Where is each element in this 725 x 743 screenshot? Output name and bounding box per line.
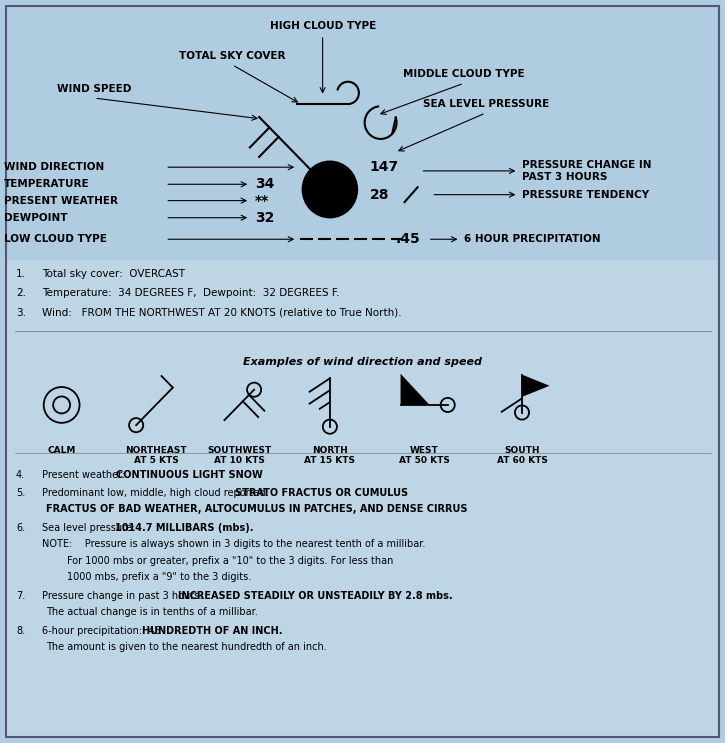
Text: WIND SPEED: WIND SPEED (57, 84, 131, 94)
Text: DEWPOINT: DEWPOINT (4, 212, 67, 223)
Text: INCREASED STEADILY OR UNSTEADILY BY 2.8 mbs.: INCREASED STEADILY OR UNSTEADILY BY 2.8 … (178, 591, 453, 600)
Text: PRESSURE TENDENCY: PRESSURE TENDENCY (522, 189, 649, 200)
Text: NORTH
AT 15 KTS: NORTH AT 15 KTS (304, 446, 355, 465)
Text: 6-hour precipitation:  45: 6-hour precipitation: 45 (42, 626, 161, 635)
Text: 6.: 6. (16, 523, 25, 533)
Text: 7.: 7. (16, 591, 25, 600)
Text: 4.: 4. (16, 470, 25, 479)
Text: NOTE:    Pressure is always shown in 3 digits to the nearest tenth of a millibar: NOTE: Pressure is always shown in 3 digi… (42, 539, 426, 549)
Text: 1.: 1. (16, 269, 26, 279)
Text: For 1000 mbs or greater, prefix a "10" to the 3 digits. For less than: For 1000 mbs or greater, prefix a "10" t… (67, 556, 394, 565)
FancyBboxPatch shape (7, 260, 718, 736)
Text: Examples of wind direction and speed: Examples of wind direction and speed (243, 357, 482, 366)
Text: TOTAL SKY COVER: TOTAL SKY COVER (179, 51, 285, 61)
Text: NORTHEAST
AT 5 KTS: NORTHEAST AT 5 KTS (125, 446, 187, 465)
Text: PRESENT WEATHER: PRESENT WEATHER (4, 195, 117, 206)
Text: .45: .45 (395, 233, 420, 246)
Text: 3.: 3. (16, 308, 26, 317)
Text: 32: 32 (255, 211, 275, 224)
Text: LOW CLOUD TYPE: LOW CLOUD TYPE (4, 234, 107, 244)
Text: Temperature:  34 DEGREES F,  Dewpoint:  32 DEGREES F.: Temperature: 34 DEGREES F, Dewpoint: 32 … (42, 288, 339, 298)
Text: 1000 mbs, prefix a "9" to the 3 digits.: 1000 mbs, prefix a "9" to the 3 digits. (67, 572, 252, 582)
Text: CALM: CALM (47, 446, 76, 455)
Text: 2.: 2. (16, 288, 26, 298)
Text: 1014.7 MILLIBARS (mbs).: 1014.7 MILLIBARS (mbs). (115, 523, 253, 533)
Text: Total sky cover:  OVERCAST: Total sky cover: OVERCAST (42, 269, 185, 279)
Text: 6 HOUR PRECIPITATION: 6 HOUR PRECIPITATION (464, 234, 600, 244)
Text: HIGH CLOUD TYPE: HIGH CLOUD TYPE (270, 21, 376, 31)
Text: **: ** (255, 194, 270, 207)
Text: 147: 147 (370, 160, 399, 174)
Text: CONTINUOUS LIGHT SNOW: CONTINUOUS LIGHT SNOW (116, 470, 262, 479)
Text: PRESSURE CHANGE IN
PAST 3 HOURS: PRESSURE CHANGE IN PAST 3 HOURS (522, 160, 652, 182)
Circle shape (302, 161, 357, 218)
Text: Predominant low, middle, high cloud reported:: Predominant low, middle, high cloud repo… (42, 488, 276, 498)
Text: Pressure change in past 3 hours:: Pressure change in past 3 hours: (42, 591, 206, 600)
Polygon shape (400, 374, 429, 405)
Text: SOUTH
AT 60 KTS: SOUTH AT 60 KTS (497, 446, 547, 465)
Text: The amount is given to the nearest hundredth of an inch.: The amount is given to the nearest hundr… (46, 642, 327, 652)
Text: 8.: 8. (16, 626, 25, 635)
Text: 28: 28 (370, 188, 389, 201)
Text: Wind:   FROM THE NORTHWEST AT 20 KNOTS (relative to True North).: Wind: FROM THE NORTHWEST AT 20 KNOTS (re… (42, 308, 402, 317)
Text: Sea level pressure:: Sea level pressure: (42, 523, 141, 533)
Text: Present weather:: Present weather: (42, 470, 131, 479)
Text: WIND DIRECTION: WIND DIRECTION (4, 162, 104, 172)
Text: FRACTUS OF BAD WEATHER, ALTOCUMULUS IN PATCHES, AND DENSE CIRRUS: FRACTUS OF BAD WEATHER, ALTOCUMULUS IN P… (46, 504, 468, 514)
Text: STRATO FRACTUS OR CUMULUS: STRATO FRACTUS OR CUMULUS (235, 488, 408, 498)
Text: WEST
AT 50 KTS: WEST AT 50 KTS (399, 446, 450, 465)
Text: 5.: 5. (16, 488, 25, 498)
Text: HUNDREDTH OF AN INCH.: HUNDREDTH OF AN INCH. (142, 626, 283, 635)
Text: 34: 34 (255, 178, 275, 191)
Text: The actual change is in tenths of a millibar.: The actual change is in tenths of a mill… (46, 607, 258, 617)
Text: SOUTHWEST
AT 10 KTS: SOUTHWEST AT 10 KTS (207, 446, 271, 465)
Polygon shape (522, 374, 550, 397)
Text: SEA LEVEL PRESSURE: SEA LEVEL PRESSURE (423, 99, 549, 109)
Text: TEMPERATURE: TEMPERATURE (4, 179, 89, 189)
Text: MIDDLE CLOUD TYPE: MIDDLE CLOUD TYPE (403, 69, 525, 80)
